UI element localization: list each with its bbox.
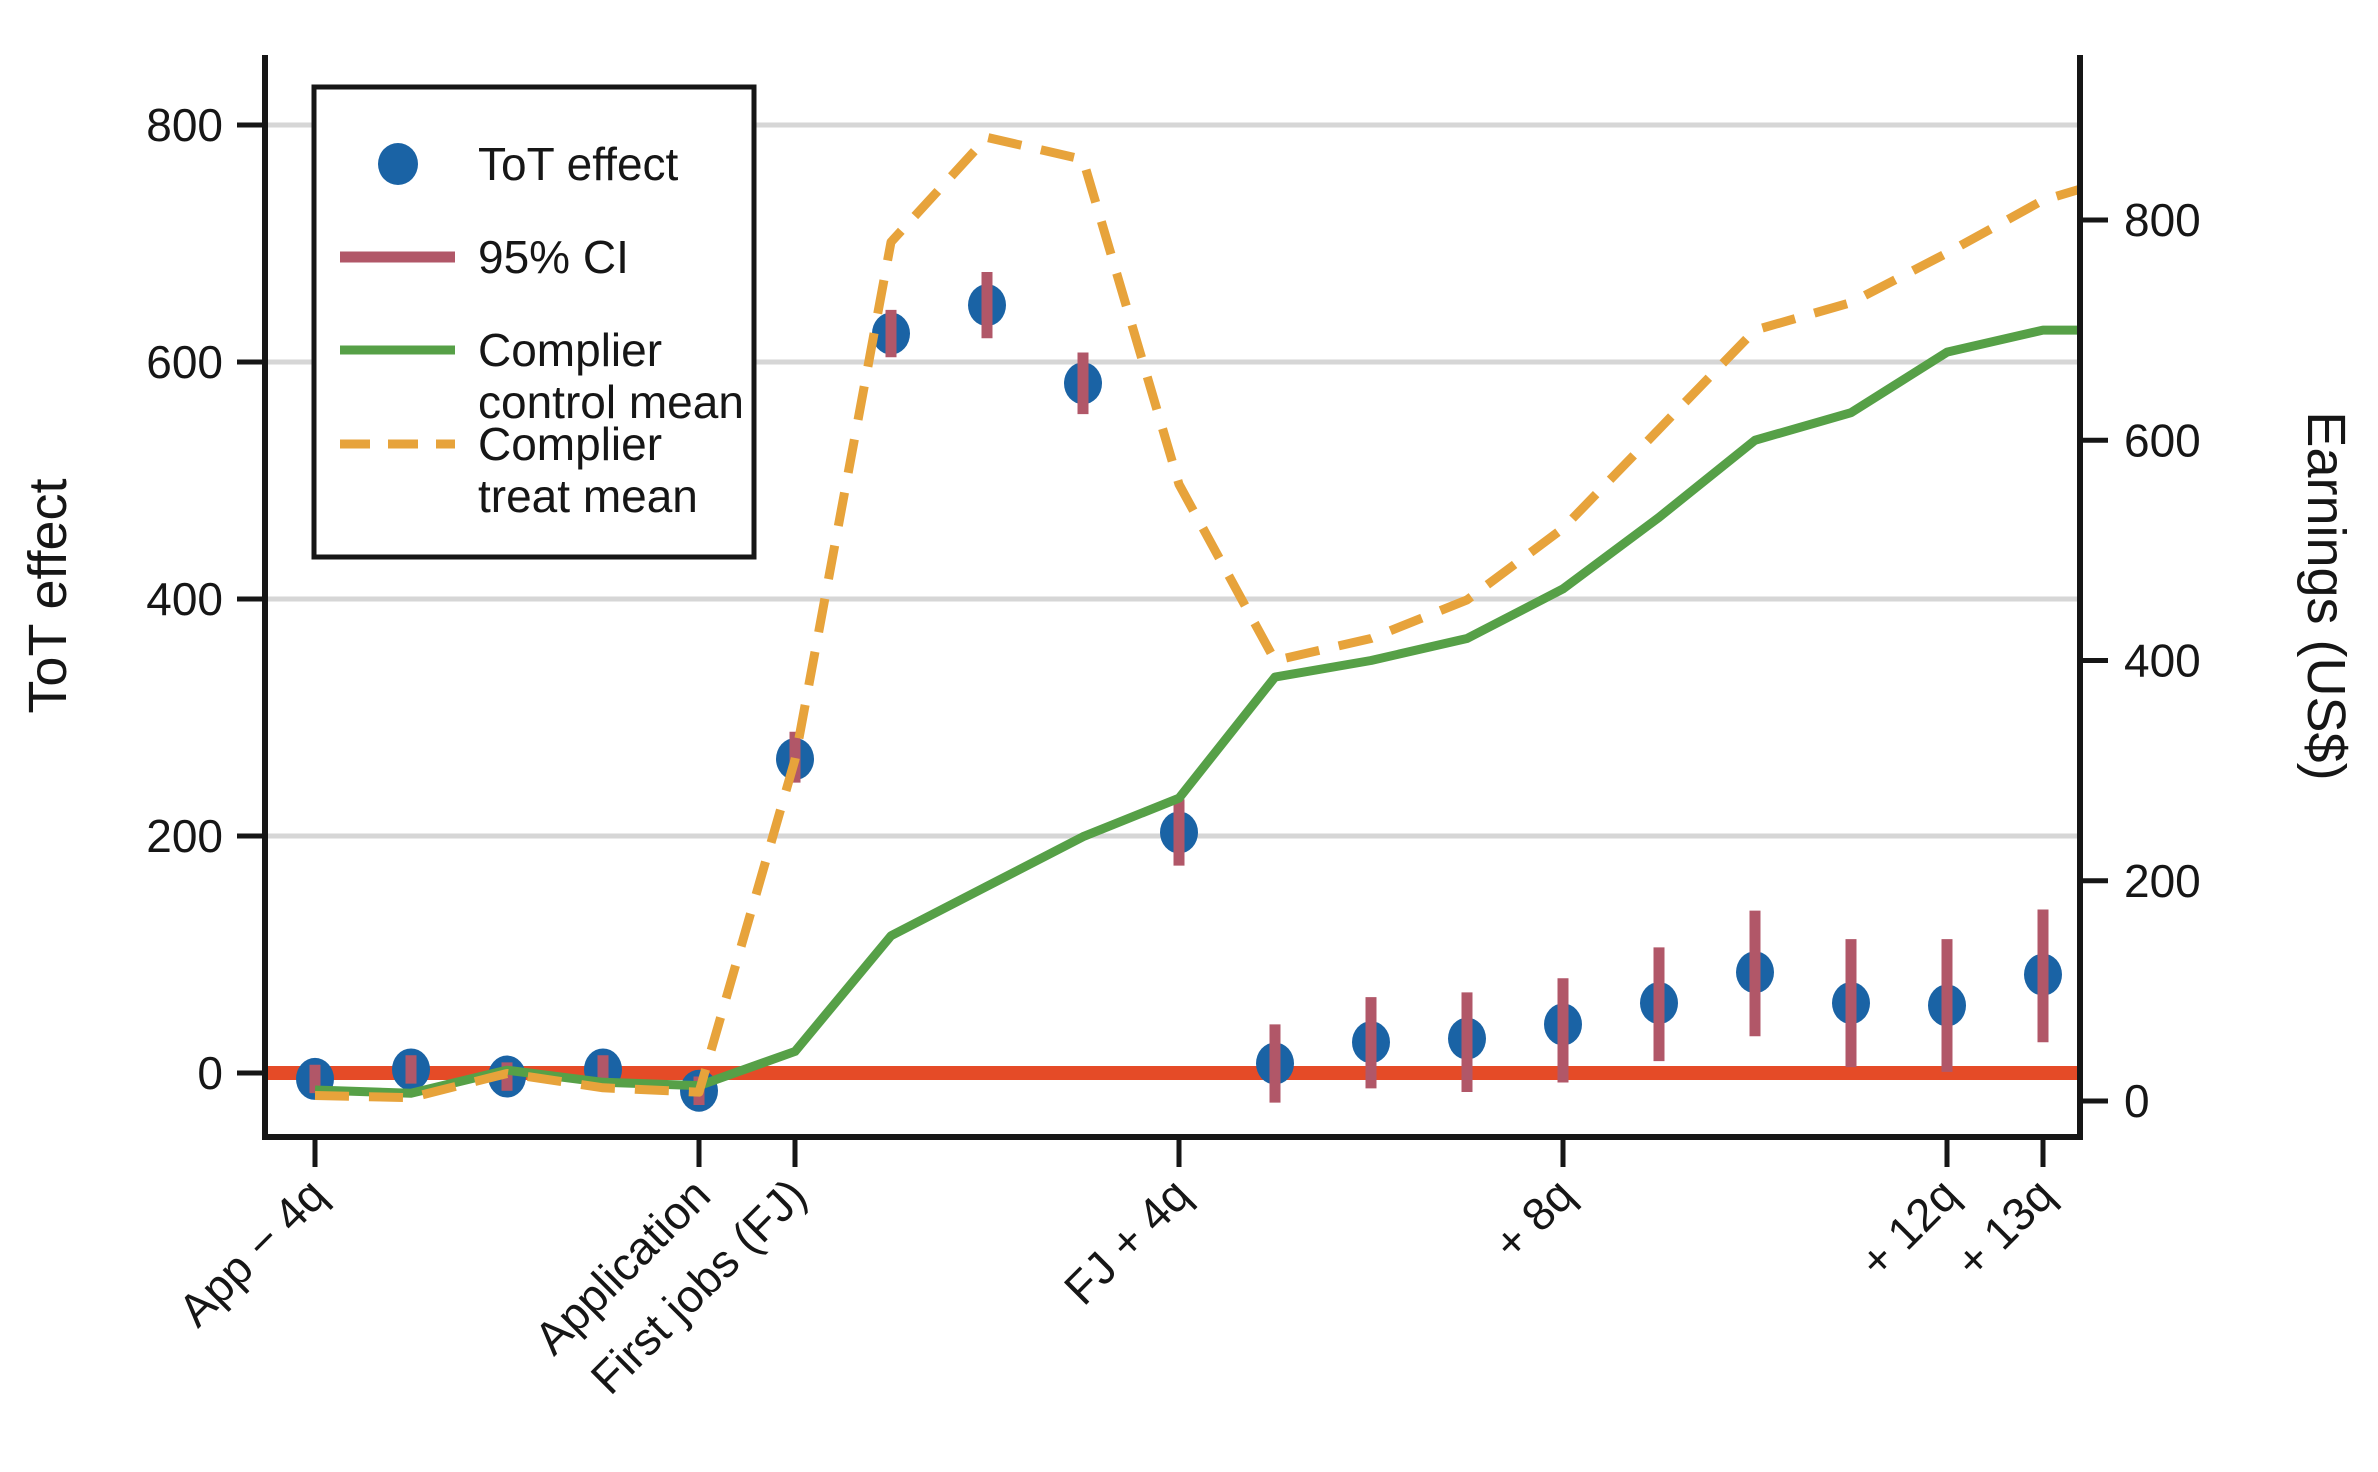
- left-tick-label-0: 0: [197, 1047, 223, 1099]
- left-tick-label-800: 800: [146, 99, 223, 151]
- left-tick-label-600: 600: [146, 336, 223, 388]
- left-axis-title: ToT effect: [18, 478, 78, 713]
- right-tick-label-0: 0: [2124, 1075, 2150, 1127]
- complier-treat-line: [314, 132, 2082, 1103]
- legend-label-treat-line1: treat mean: [478, 470, 698, 522]
- complier-control-line: [314, 325, 2080, 1098]
- right-tick-label-800: 800: [2124, 194, 2201, 246]
- right-tick-label-400: 400: [2124, 635, 2201, 687]
- legend-label-tot-line0: ToT effect: [478, 138, 679, 190]
- left-tick-label-400: 400: [146, 573, 223, 625]
- legend-label-treat-line0: Complier: [478, 418, 662, 470]
- right-tick-label-200: 200: [2124, 855, 2201, 907]
- right-axis-title: Earnings (US$): [2296, 411, 2356, 780]
- right-tick-label-600: 600: [2124, 414, 2201, 466]
- legend-label-control-line1: control mean: [478, 376, 744, 428]
- legend-label-ci-line0: 95% CI: [478, 231, 629, 283]
- left-tick-label-200: 200: [146, 810, 223, 862]
- legend-label-control-line0: Complier: [478, 324, 662, 376]
- legend-marker-tot: [378, 143, 418, 185]
